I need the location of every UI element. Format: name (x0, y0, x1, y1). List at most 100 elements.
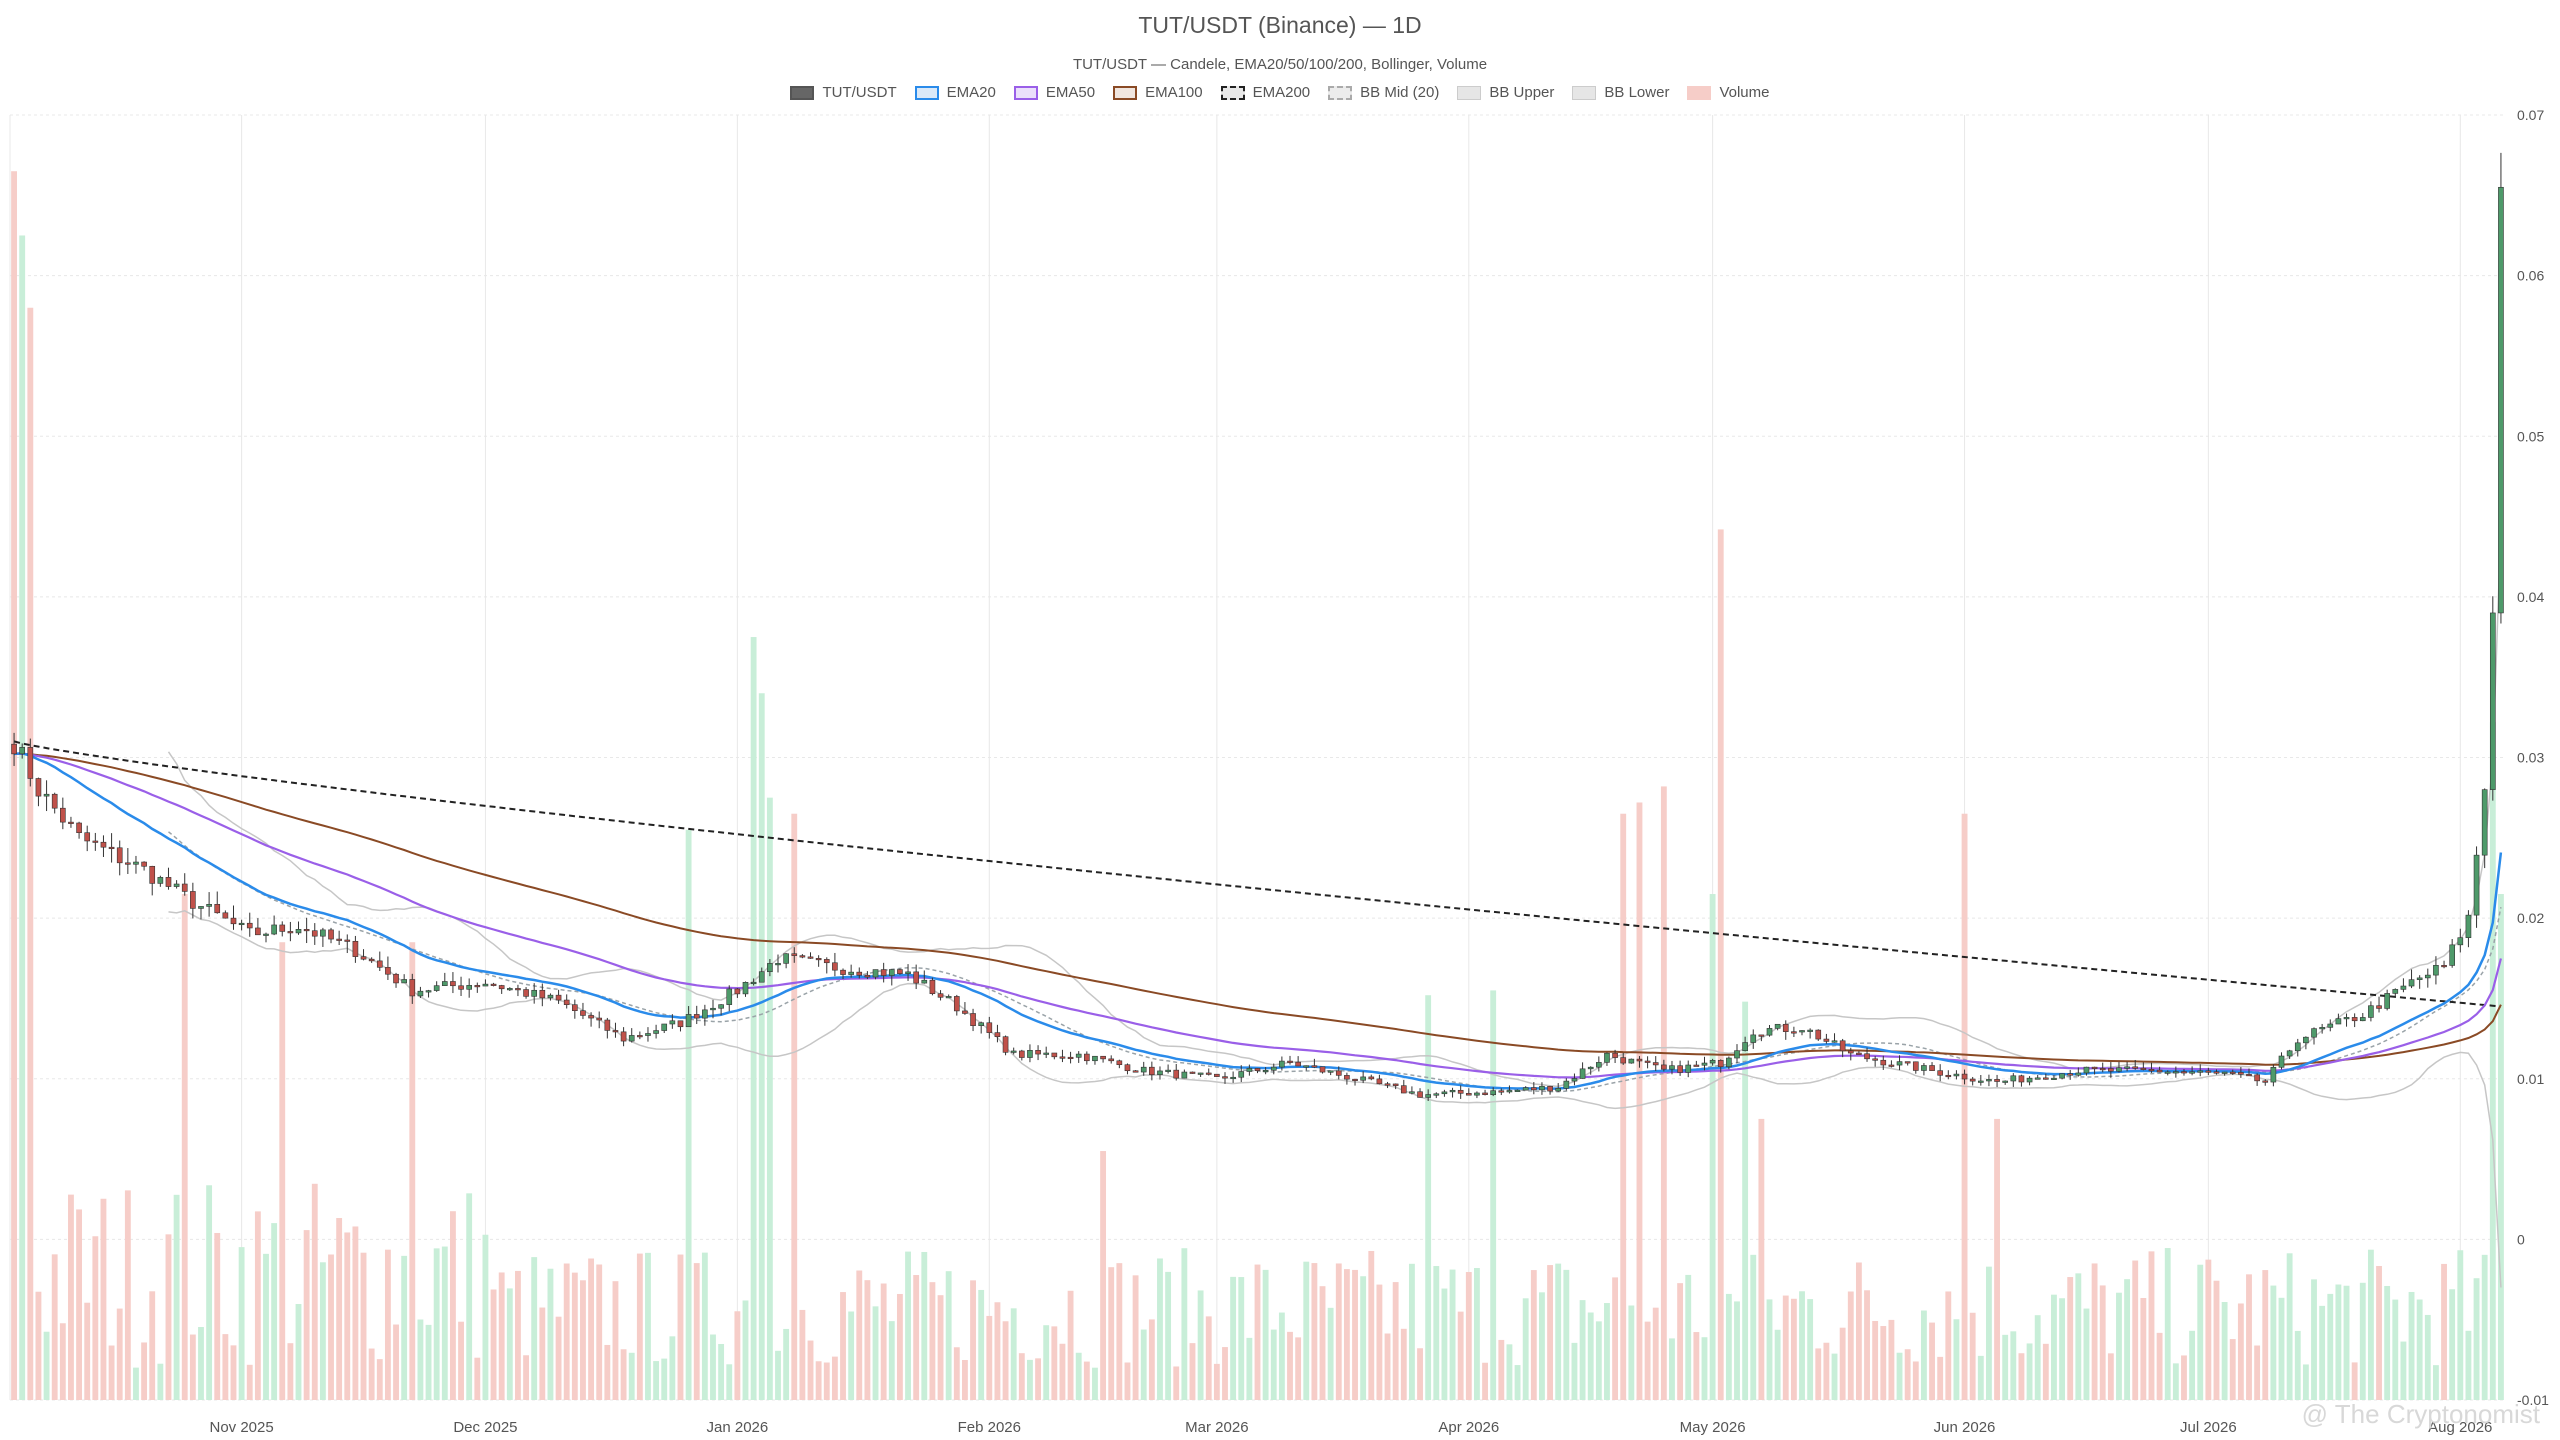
volume-bar (953, 1347, 960, 1400)
candle-body (1612, 1052, 1618, 1058)
volume-bar (1287, 1331, 1293, 1400)
legend-item-ema50[interactable]: EMA50 (1013, 84, 1095, 101)
volume-bar (2294, 1330, 2301, 1400)
volume-bar (929, 1282, 936, 1400)
volume-bar (1831, 1353, 1838, 1400)
candle-body (1685, 1064, 1692, 1073)
candle-body (100, 841, 107, 848)
legend-item-bb-upper[interactable]: BB Upper (1457, 84, 1554, 101)
bb-lower-line (168, 910, 2502, 1288)
legend-item-ema20[interactable]: EMA20 (914, 84, 996, 101)
volume-bar (263, 1253, 269, 1400)
candle-body (1758, 1034, 1765, 1037)
volume-bar (1043, 1325, 1050, 1400)
candle-body (1018, 1050, 1025, 1058)
candle-body (376, 960, 383, 968)
candle-body (758, 971, 765, 983)
candle-body (1628, 1058, 1635, 1064)
candle-body (352, 940, 359, 957)
candle-body (1084, 1053, 1090, 1062)
volume-bar (490, 1289, 497, 1400)
volume-bar (1807, 1299, 1814, 1400)
volume-bar (222, 1334, 229, 1400)
candle-body (653, 1030, 659, 1034)
candle-body (360, 956, 367, 960)
volume-bar (1734, 1301, 1740, 1400)
volume-bar (1181, 1248, 1188, 1400)
candle-body (2181, 1071, 2187, 1074)
legend-item-price[interactable]: TUT/USDT (790, 84, 897, 101)
candle-body (320, 929, 326, 937)
candle-body (84, 832, 91, 842)
candle-body (116, 847, 123, 864)
volume-bar (2327, 1293, 2334, 1400)
candle-body (133, 861, 139, 865)
candle-body (1693, 1064, 1700, 1067)
candle-body (677, 1020, 684, 1028)
volume-bar (1685, 1274, 1692, 1400)
candle-body (1807, 1029, 1813, 1032)
volume-bar (1888, 1319, 1895, 1400)
legend-item-ema100[interactable]: EMA100 (1113, 84, 1203, 101)
volume-bar (1075, 1352, 1082, 1400)
legend-label-ema100: EMA100 (1145, 84, 1203, 101)
x-tick-label: Feb 2026 (958, 1419, 1021, 1436)
volume-bar (523, 1355, 529, 1400)
candle-body (539, 989, 546, 999)
volume-bar (238, 1247, 245, 1400)
candle-body (1319, 1066, 1326, 1073)
legend-item-ema200[interactable]: EMA200 (1220, 84, 1310, 101)
volume-bar (604, 1344, 611, 1400)
candle-body (2148, 1069, 2155, 1072)
candle-body (2173, 1071, 2179, 1074)
volume-bar (2457, 1250, 2464, 1400)
candle-body (1124, 1064, 1131, 1072)
volume-bar (742, 1300, 749, 1400)
volume-bar (1319, 1286, 1326, 1400)
candle-body (1677, 1065, 1683, 1073)
candle-body (823, 959, 830, 964)
volume-bar (246, 1364, 253, 1400)
candle-body (466, 985, 472, 990)
volume-bar (100, 1198, 107, 1400)
candle-body (856, 971, 863, 976)
candle-body (1522, 1087, 1529, 1091)
candle-body (2311, 1028, 2317, 1038)
candle-body (799, 955, 806, 958)
volume-bar (181, 894, 188, 1400)
volume-bar (864, 1280, 871, 1400)
volume-bar (19, 235, 26, 1400)
volume-bar (1092, 1367, 1098, 1400)
candle-body (1514, 1089, 1521, 1092)
candle-body (596, 1017, 603, 1021)
volume-bar (677, 1254, 684, 1400)
legend-item-volume[interactable]: Volume (1687, 84, 1770, 101)
legend-item-bb-lower[interactable]: BB Lower (1572, 84, 1669, 101)
candle-body (1059, 1056, 1066, 1059)
candle-body (214, 903, 221, 914)
volume-bar (2164, 1248, 2171, 1400)
volume-bar (2465, 1330, 2472, 1400)
volume-bar (1628, 1305, 1635, 1400)
candle-body (953, 996, 960, 1012)
volume-bar (896, 1293, 903, 1400)
candle-body (1214, 1073, 1220, 1077)
volume-bar (108, 1345, 115, 1400)
volume-bar (2018, 1353, 2025, 1400)
candle-body (2359, 1017, 2366, 1022)
candle-body (1189, 1071, 1196, 1074)
candle-body (937, 993, 944, 998)
volume-bar (693, 1263, 700, 1400)
volume-bar (1311, 1263, 1318, 1400)
legend-item-bb-mid[interactable]: BB Mid (20) (1328, 84, 1439, 101)
volume-bar (2067, 1277, 2074, 1400)
volume-bar (880, 1283, 887, 1400)
volume-bar (2278, 1297, 2285, 1400)
candle-layer (11, 152, 2504, 1101)
candle-body (1872, 1058, 1878, 1061)
volume-bar (2311, 1279, 2317, 1400)
candle-body (1636, 1058, 1643, 1062)
candle-body (1303, 1065, 1310, 1068)
